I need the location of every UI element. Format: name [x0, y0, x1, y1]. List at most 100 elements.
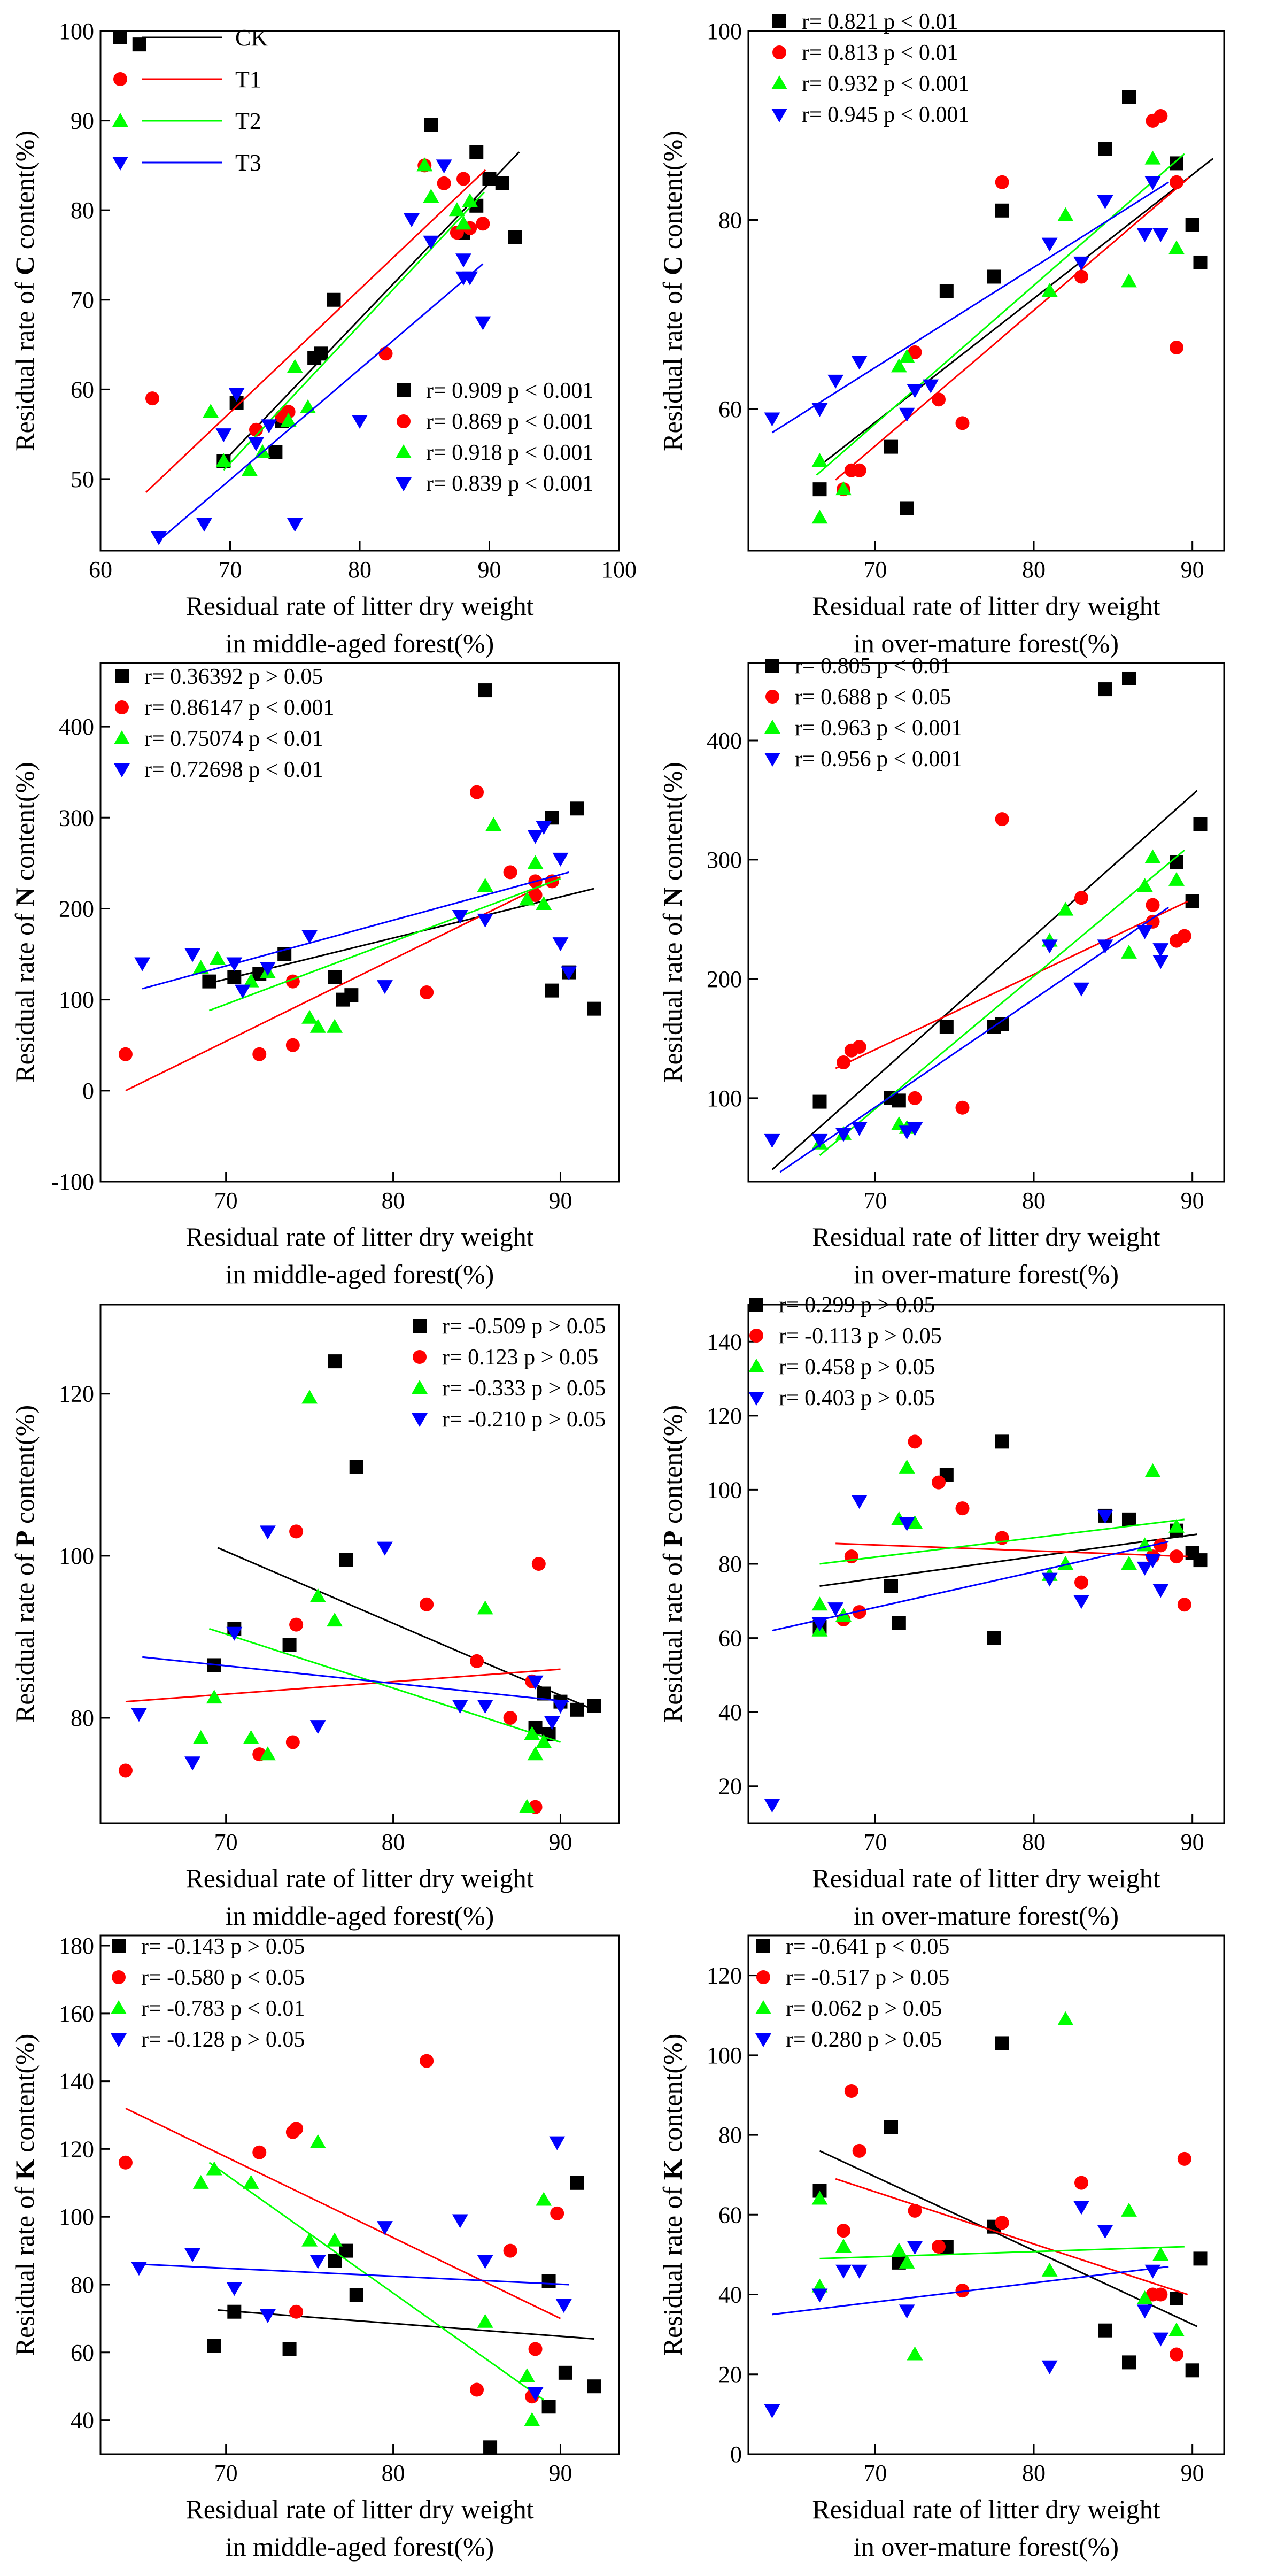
- x-tick-label: 70: [214, 1829, 238, 1855]
- regression-line-T3: [142, 1656, 569, 1703]
- data-point-T1: [252, 2145, 267, 2159]
- regression-line-CK: [819, 1533, 1197, 1587]
- data-point-T1: [837, 1055, 850, 1070]
- data-point-T3: [226, 1626, 243, 1641]
- data-point-T3: [477, 2255, 493, 2269]
- data-point-T3: [1073, 2201, 1089, 2215]
- data-point-CK: [987, 1631, 1001, 1645]
- data-point-T3: [552, 852, 569, 867]
- data-point-T1: [285, 1038, 300, 1052]
- data-point-T3: [907, 1122, 923, 1136]
- y-tick-label: 60: [718, 2202, 742, 2228]
- data-point-T1: [852, 1040, 866, 1054]
- data-point-CK: [1185, 2363, 1199, 2378]
- series-T2: [192, 2134, 552, 2426]
- data-point-CK: [1170, 156, 1183, 171]
- stat-label-T3: r= -0.128 p > 0.05: [141, 2027, 305, 2052]
- data-point-T1: [995, 812, 1009, 827]
- data-point-T3: [352, 414, 368, 429]
- series-T2: [192, 1390, 561, 1813]
- data-point-T2: [1136, 878, 1153, 892]
- data-point-T1: [420, 2054, 434, 2068]
- y-axis-title: Residual rate of P content(%): [657, 1405, 687, 1723]
- data-point-T3: [549, 2136, 566, 2150]
- y-tick-label: 100: [707, 1085, 742, 1112]
- data-point-CK: [282, 2342, 297, 2356]
- x-axis-title: Residual rate of litter dry weight: [185, 591, 533, 621]
- data-point-T2: [835, 481, 852, 496]
- data-point-T2: [1121, 944, 1137, 959]
- y-tick-label: 100: [59, 1543, 94, 1569]
- data-point-T3: [1152, 943, 1169, 958]
- data-point-CK: [587, 2379, 601, 2394]
- y-axis-title: Residual rate of K content(%): [10, 2034, 40, 2356]
- regression-line-T1: [835, 176, 1190, 481]
- y-axis-title: Residual rate of C content(%): [657, 130, 687, 451]
- data-point-T3: [827, 374, 844, 389]
- data-point-CK: [327, 292, 341, 307]
- stat-marker-T1: [397, 414, 411, 428]
- data-point-T1: [955, 2284, 970, 2298]
- data-point-T2: [1121, 273, 1137, 288]
- y-tick-label: 60: [71, 2340, 94, 2366]
- regression-line-T2: [208, 2162, 545, 2401]
- y-tick-label: 200: [59, 896, 94, 922]
- data-point-T3: [259, 962, 276, 976]
- y-tick-label: 120: [707, 1403, 742, 1429]
- chart-c-middle: 60 70 80 90 100 50 60 70 80 90 100 Residual rate of…: [10, 18, 637, 658]
- data-point-T3: [261, 419, 277, 434]
- data-point-T2: [891, 358, 907, 373]
- data-point-T1: [844, 2084, 858, 2098]
- y-tick-label: 0: [730, 2441, 742, 2467]
- stat-label-CK: r= -0.143 p > 0.05: [141, 1934, 305, 1959]
- data-point-T3: [1152, 1584, 1169, 1598]
- legend-marker-T3: [112, 156, 128, 171]
- data-point-T2: [423, 189, 439, 203]
- stat-marker-T2: [396, 444, 412, 459]
- data-point-T2: [1057, 901, 1074, 916]
- regression-line-T1: [125, 2107, 561, 2319]
- data-point-T3: [452, 2214, 468, 2228]
- data-point-T2: [1057, 207, 1074, 221]
- stat-label-T2: r= 0.062 p > 0.05: [786, 1996, 942, 2021]
- data-point-T3: [1152, 955, 1169, 969]
- x-tick-label: 90: [478, 557, 501, 583]
- data-point-T2: [527, 855, 544, 869]
- chart-k-over: 70 80 90 0 20 40 60 80 100 120 Residual rate of li…: [657, 1934, 1225, 2562]
- stat-label-T1: r= 0.123 p > 0.05: [442, 1345, 598, 1370]
- data-point-T1: [252, 1047, 267, 1061]
- data-point-T3: [226, 957, 243, 971]
- y-tick-label: 40: [718, 1699, 742, 1725]
- data-point-T3: [452, 910, 468, 924]
- stat-label-CK: r= 0.909 p < 0.001: [426, 379, 593, 403]
- data-point-T3: [851, 1122, 868, 1136]
- data-point-CK: [344, 988, 359, 1002]
- data-point-T1: [503, 1710, 517, 1725]
- plot-frame: [747, 1934, 1225, 2455]
- data-point-T3: [899, 2304, 915, 2319]
- data-point-T3: [301, 930, 318, 944]
- data-point-T3: [561, 966, 577, 981]
- data-point-T1: [1074, 2176, 1088, 2190]
- regression-line-T1: [835, 2178, 1188, 2295]
- data-point-CK: [570, 2176, 584, 2190]
- data-point-T3: [423, 235, 439, 250]
- series-T1: [118, 785, 561, 1092]
- data-point-T2: [524, 1726, 540, 1740]
- data-point-T3: [527, 2387, 544, 2401]
- y-tick-label: 140: [59, 2069, 94, 2095]
- data-point-T3: [527, 830, 544, 844]
- data-point-T1: [289, 1617, 304, 1632]
- x-axis-subtitle: in over-mature forest(%): [854, 2532, 1119, 2562]
- stat-marker-T3: [111, 2033, 127, 2047]
- data-point-CK: [314, 346, 328, 361]
- data-point-T1: [470, 1654, 484, 1668]
- data-point-T1: [420, 1597, 434, 1611]
- data-point-CK: [1170, 2292, 1183, 2305]
- stat-marker-T1: [112, 1970, 126, 1984]
- x-tick-label: 90: [548, 2460, 572, 2486]
- data-point-T1: [437, 176, 451, 190]
- series-T2: [811, 849, 1185, 1156]
- data-point-T3: [477, 1700, 493, 1714]
